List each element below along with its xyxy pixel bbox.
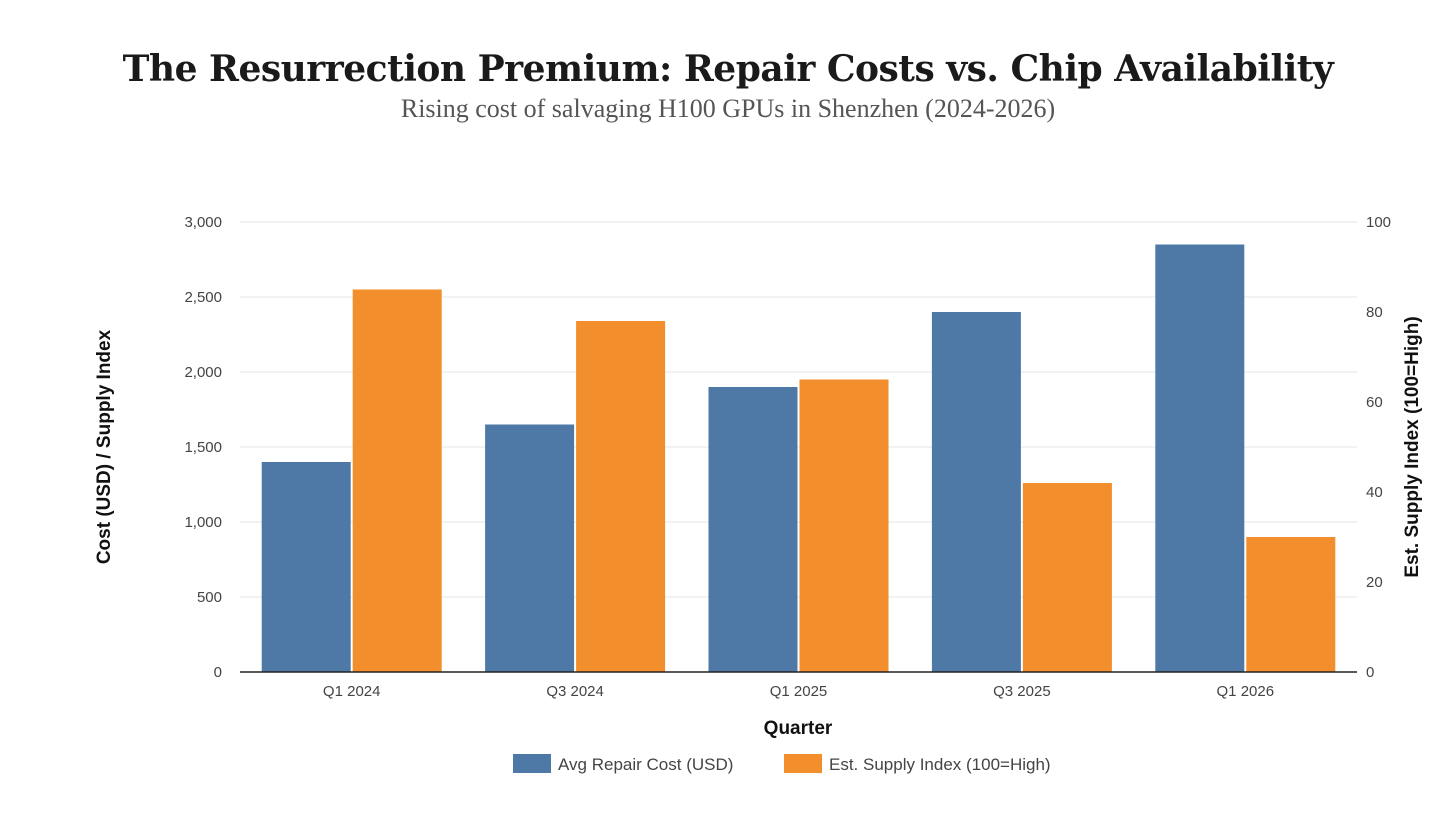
- right-axis-ticks: 0 20 40 60 80 100: [1366, 214, 1391, 681]
- bar-supply-index: [1022, 483, 1112, 672]
- left-axis-ticks: 0 500 1,000 1,500 2,000 2,500 3,000: [184, 214, 222, 681]
- bar-repair-cost: [1155, 244, 1245, 672]
- right-tick-label: 20: [1366, 574, 1383, 591]
- x-tick-label: Q1 2024: [323, 683, 381, 700]
- left-axis-title: Cost (USD) / Supply Index: [94, 329, 115, 564]
- left-tick-label: 1,000: [184, 514, 222, 531]
- left-tick-label: 3,000: [184, 214, 222, 231]
- chart-subtitle: Rising cost of salvaging H100 GPUs in Sh…: [400, 94, 1056, 123]
- right-tick-label: 0: [1366, 664, 1374, 681]
- x-tick-label: Q1 2025: [770, 683, 828, 700]
- bar-supply-index: [1246, 537, 1336, 672]
- bar-repair-cost: [931, 312, 1021, 672]
- x-tick-label: Q3 2024: [546, 683, 604, 700]
- legend: Avg Repair Cost (USD) Est. Supply Index …: [513, 754, 1051, 774]
- chart-title: The Resurrection Premium: Repair Costs v…: [122, 48, 1334, 90]
- right-tick-label: 100: [1366, 214, 1391, 231]
- bar-repair-cost: [261, 462, 351, 672]
- right-axis-title: Est. Supply Index (100=High): [1402, 316, 1423, 577]
- left-tick-label: 2,500: [184, 289, 222, 306]
- right-tick-label: 80: [1366, 304, 1383, 321]
- right-tick-label: 60: [1366, 394, 1383, 411]
- left-tick-label: 500: [197, 589, 222, 606]
- legend-label-repair-cost: Avg Repair Cost (USD): [558, 755, 733, 774]
- bar-supply-index: [352, 289, 442, 672]
- bar-supply-index: [576, 321, 666, 672]
- left-tick-label: 0: [214, 664, 222, 681]
- legend-swatch-repair-cost: [513, 754, 551, 773]
- x-axis-ticks: Q1 2024 Q3 2024 Q1 2025 Q3 2025 Q1 2026: [323, 683, 1274, 700]
- legend-label-supply-index: Est. Supply Index (100=High): [829, 755, 1051, 774]
- bar-repair-cost: [485, 424, 575, 672]
- x-tick-label: Q3 2025: [993, 683, 1051, 700]
- bar-supply-index: [799, 379, 889, 672]
- left-tick-label: 2,000: [184, 364, 222, 381]
- legend-swatch-supply-index: [784, 754, 822, 773]
- right-tick-label: 40: [1366, 484, 1383, 501]
- x-tick-label: Q1 2026: [1217, 683, 1275, 700]
- left-tick-label: 1,500: [184, 439, 222, 456]
- x-axis-title: Quarter: [764, 718, 833, 739]
- bars: [261, 244, 1336, 672]
- bar-repair-cost: [708, 387, 798, 672]
